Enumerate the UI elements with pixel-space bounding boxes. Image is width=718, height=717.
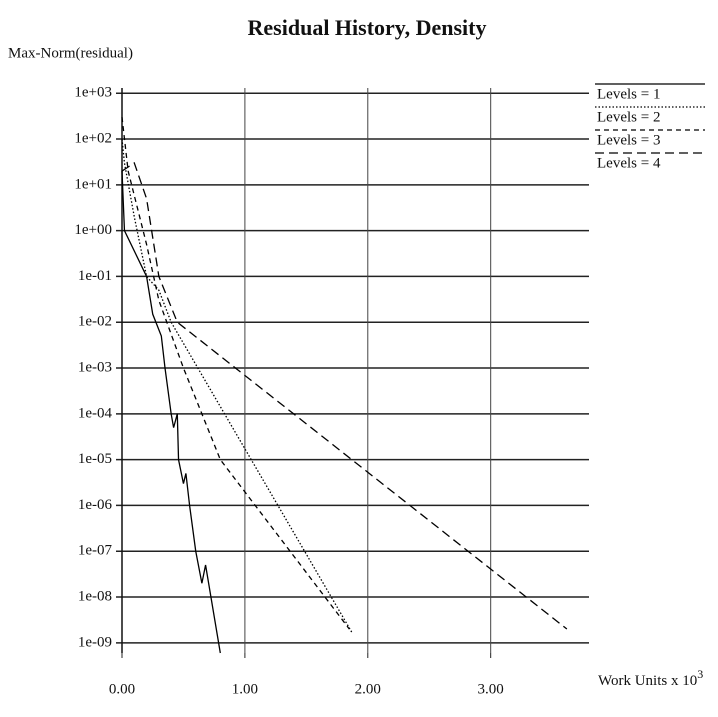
x-tick-label: 2.00 (355, 681, 381, 697)
series-line (121, 161, 568, 630)
legend-label: Levels = 2 (597, 109, 660, 125)
y-tick-label: 1e-01 (78, 268, 112, 284)
y-tick-label: 1e-08 (78, 588, 112, 604)
chart-title: Residual History, Density (248, 15, 487, 40)
y-tick-label: 1e-03 (78, 359, 112, 375)
y-tick-label: 1e+03 (74, 85, 112, 101)
x-axis-label-exponent: 3 (697, 667, 703, 681)
y-axis-label: Max-Norm(residual) (8, 45, 133, 61)
y-tick-label: 1e-07 (78, 543, 113, 559)
series-line (121, 171, 221, 654)
y-tick-label: 1e-02 (78, 314, 112, 330)
x-axis-label: Work Units x 103 (598, 667, 703, 690)
legend-label: Levels = 1 (597, 86, 660, 102)
y-tick-label: 1e+01 (74, 176, 112, 192)
y-tick-label: 1e-06 (78, 497, 113, 513)
legend-label: Levels = 3 (597, 132, 660, 148)
y-tick-label: 1e+00 (74, 222, 112, 238)
series-line (121, 138, 353, 633)
y-tick-label: 1e-05 (78, 451, 112, 467)
x-axis-label-base: Work Units x 10 (598, 673, 697, 689)
y-tick-label: 1e+02 (74, 130, 112, 146)
y-tick-label: 1e-09 (78, 634, 112, 650)
x-tick-label: 0.00 (109, 681, 135, 697)
x-tick-label: 1.00 (232, 681, 258, 697)
legend-label: Levels = 4 (597, 155, 661, 171)
x-tick-label: 3.00 (478, 681, 504, 697)
series-line (121, 117, 350, 630)
y-tick-label: 1e-04 (78, 405, 113, 421)
